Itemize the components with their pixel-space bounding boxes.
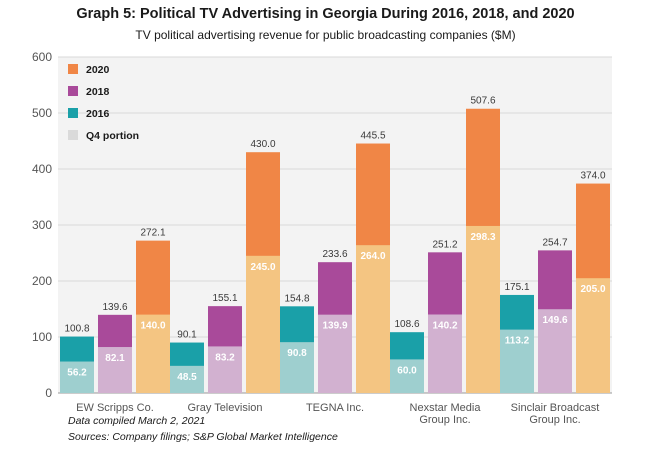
bar-2020-q4 <box>466 225 500 393</box>
data-label-total: 100.8 <box>64 324 89 335</box>
data-label-total: 507.6 <box>470 96 495 107</box>
bar-2020-q4 <box>356 245 390 393</box>
bar-2018-q4 <box>98 347 132 393</box>
bar-2016-q4 <box>280 342 314 393</box>
data-label-total: 445.5 <box>360 131 385 142</box>
bar-2018-q4 <box>538 309 572 393</box>
y-tick-label: 500 <box>32 106 52 120</box>
data-label-total: 430.0 <box>250 139 275 150</box>
x-category-label: Group Inc. <box>419 414 470 426</box>
footnote-sources: Sources: Company filings; S&P Global Mar… <box>68 431 338 443</box>
legend-swatch-2018 <box>68 86 78 96</box>
data-label-q4: 140.0 <box>140 321 165 332</box>
data-label-q4: 113.2 <box>505 336 530 347</box>
legend-swatch-2020 <box>68 64 78 74</box>
legend-label: 2020 <box>86 64 110 76</box>
legend-swatch-q4-portion <box>68 130 78 140</box>
footnote-compiled: Data compiled March 2, 2021 <box>68 415 206 427</box>
data-label-total: 175.1 <box>504 282 529 293</box>
data-label-total: 155.1 <box>212 293 237 304</box>
data-label-q4: 264.0 <box>360 251 385 262</box>
bar-2016-q4 <box>390 359 424 393</box>
data-label-total: 108.6 <box>394 319 419 330</box>
data-label-q4: 83.2 <box>215 352 235 363</box>
legend-label: Q4 portion <box>86 130 139 142</box>
x-category-label: Sinclair Broadcast <box>511 402 600 414</box>
bar-2020-q4 <box>576 278 610 393</box>
data-label-q4: 245.0 <box>250 262 275 273</box>
data-label-q4: 56.2 <box>67 368 87 379</box>
data-label-total: 90.1 <box>177 330 197 341</box>
data-label-q4: 60.0 <box>397 365 417 376</box>
y-tick-label: 600 <box>32 50 52 64</box>
bar-2018-q4 <box>428 314 462 393</box>
y-tick-label: 400 <box>32 162 52 176</box>
data-label-q4: 205.0 <box>580 284 605 295</box>
data-label-q4: 149.6 <box>542 315 567 326</box>
data-label-q4: 48.5 <box>177 372 197 383</box>
legend-label: 2016 <box>86 108 110 120</box>
x-category-label: Nexstar Media <box>410 402 482 414</box>
data-label-q4: 298.3 <box>470 232 495 243</box>
data-label-q4: 82.1 <box>105 353 125 364</box>
bar-2018-q4 <box>208 346 242 393</box>
data-label-q4: 139.9 <box>322 321 347 332</box>
bar-2020-q4 <box>246 255 280 393</box>
legend-swatch-2016 <box>68 108 78 118</box>
bar-2020-q4 <box>136 314 170 393</box>
data-label-total: 154.8 <box>284 293 309 304</box>
bar-2018-q4 <box>318 314 352 393</box>
chart-title: Graph 5: Political TV Advertising in Geo… <box>76 6 575 22</box>
data-label-total: 139.6 <box>102 302 127 313</box>
data-label-total: 233.6 <box>322 249 347 260</box>
data-label-total: 374.0 <box>580 171 605 182</box>
x-category-label: Gray Television <box>188 402 263 414</box>
bar-2016-q4 <box>60 361 94 393</box>
data-label-q4: 140.2 <box>432 320 457 331</box>
data-label-q4: 90.8 <box>287 348 307 359</box>
y-tick-label: 300 <box>32 218 52 232</box>
y-tick-label: 100 <box>32 330 52 344</box>
bar-2016-q4 <box>170 365 204 393</box>
data-label-total: 251.2 <box>432 239 457 250</box>
chart-subtitle: TV political advertising revenue for pub… <box>135 28 516 42</box>
legend-label: 2018 <box>86 86 110 98</box>
x-category-label: Group Inc. <box>529 414 580 426</box>
bar-2016-q4 <box>500 329 534 393</box>
data-label-total: 254.7 <box>542 237 567 248</box>
x-category-label: TEGNA Inc. <box>306 402 364 414</box>
data-label-total: 272.1 <box>140 228 165 239</box>
y-tick-label: 0 <box>45 386 52 400</box>
y-tick-label: 200 <box>32 274 52 288</box>
x-category-label: EW Scripps Co. <box>76 402 154 414</box>
